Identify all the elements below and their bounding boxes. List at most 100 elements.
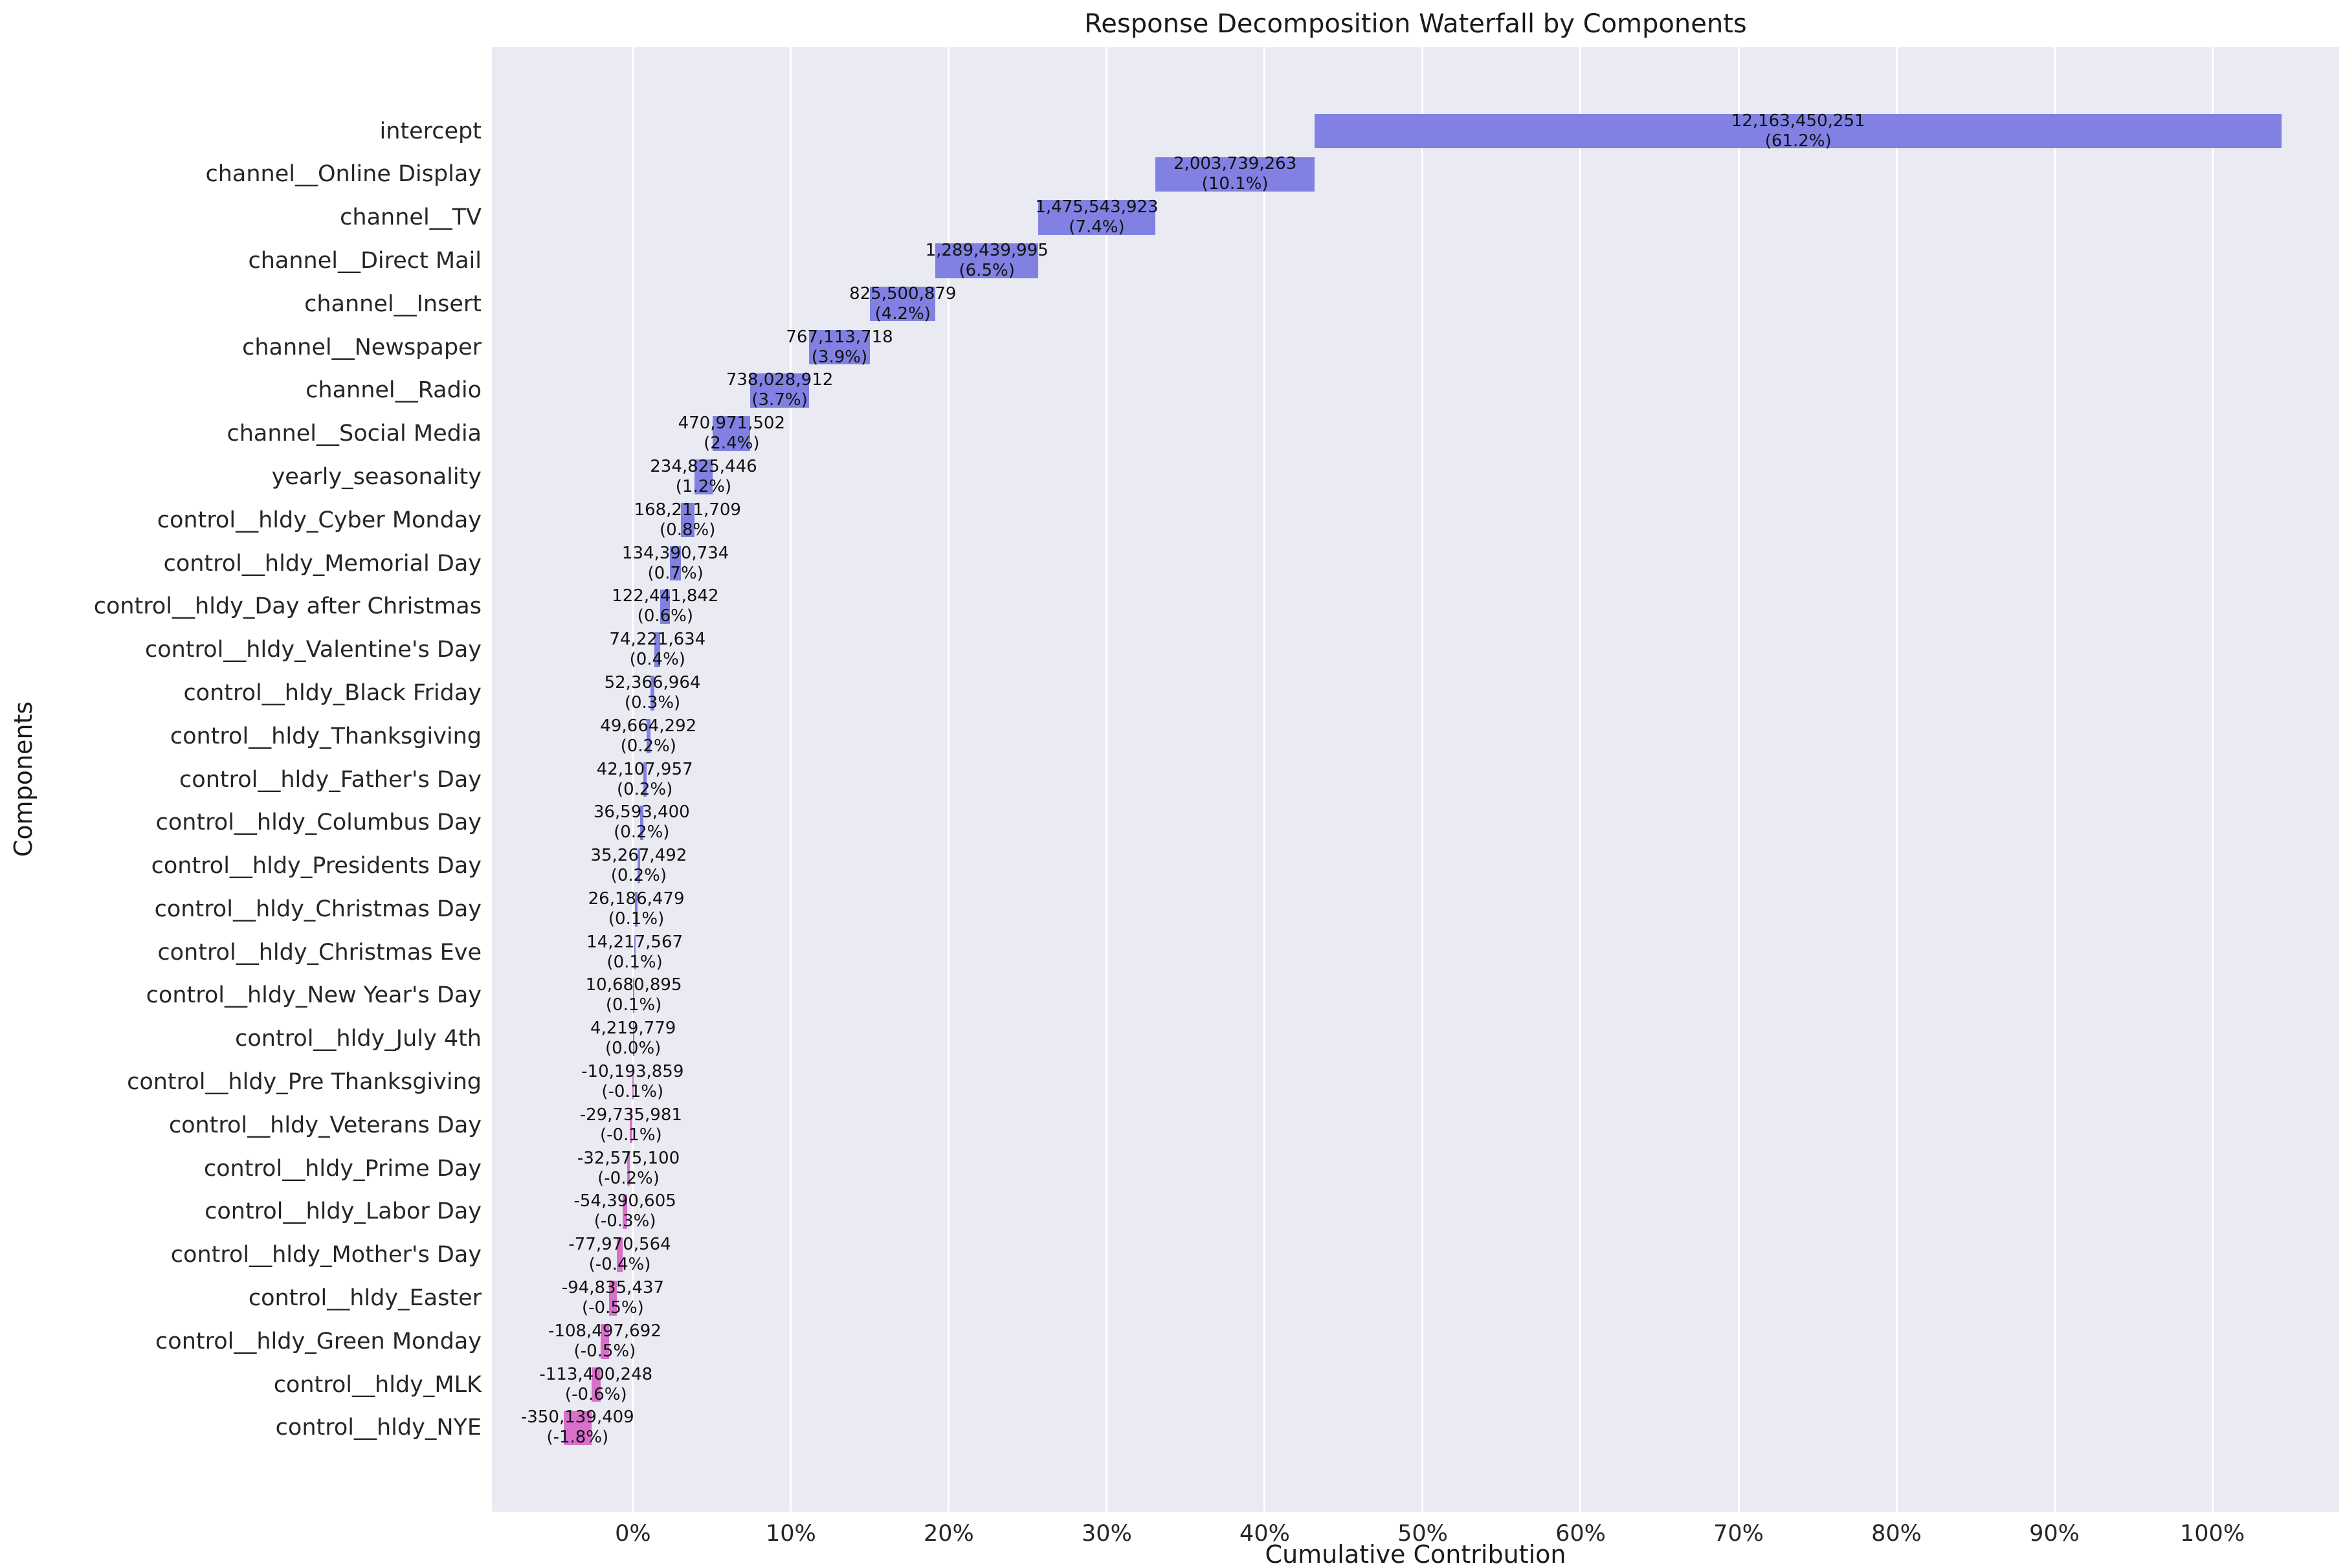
bar-value-text: 26,186,479 [588,889,685,909]
gridline [1263,47,1266,1512]
bar-value-text: -108,497,692 [548,1321,661,1341]
bar-value-label: -113,400,248 (-0.6%) [539,1365,652,1405]
bar-value-text: 1,289,439,995 [925,240,1049,260]
waterfall-bar [600,1324,610,1359]
waterfall-bar [623,1194,627,1230]
y-tick-label: control__hldy_July 4th [235,1026,482,1052]
bar-value-label: 4,219,779 (0.0%) [590,1019,676,1059]
bar-percent-text: (-0.3%) [594,1211,656,1231]
bar-value-label: 42,107,957 (0.2%) [597,760,693,800]
bar-value-label: 26,186,479 (0.1%) [588,889,685,929]
bar-percent-text: (0.2%) [614,823,670,843]
waterfall-bar [609,1281,617,1316]
y-tick-label: control__hldy_Christmas Day [154,896,482,922]
y-tick-label: channel__Direct Mail [248,247,482,274]
waterfall-bar [680,503,695,538]
bar-value-text: 52,366,964 [604,672,701,692]
waterfall-bar [1315,113,2282,149]
bar-value-text: -54,390,605 [573,1191,676,1211]
gridline [2053,47,2056,1512]
bar-percent-text: (2.4%) [704,434,760,454]
y-tick-label: channel__Social Media [227,421,482,447]
y-tick-label: channel__TV [340,204,482,231]
y-tick-label: control__hldy_Father's Day [179,766,482,793]
bar-value-label: 134,390,734 (0.7%) [622,544,729,584]
bar-value-label: -10,193,859 (-0.1%) [581,1062,683,1102]
y-tick-label: control__hldy_Veterans Day [168,1112,482,1138]
x-tick-label: 100% [2180,1521,2245,1547]
bar-value-label: -108,497,692 (-0.5%) [548,1321,661,1362]
x-tick-label: 60% [1555,1521,1606,1547]
y-tick-label: control__hldy_Labor Day [205,1198,482,1225]
waterfall-bar [870,287,936,322]
bar-value-text: 4,219,779 [590,1019,676,1039]
waterfall-bar [1038,200,1156,235]
gridline [1106,47,1108,1512]
waterfall-bar [637,848,641,883]
bar-value-text: 12,163,450,251 [1731,111,1865,131]
bar-percent-text: (-0.5%) [573,1341,636,1361]
x-tick-label: 20% [924,1521,974,1547]
bar-percent-text: (0.1%) [605,995,662,1015]
y-tick-label: channel__Online Display [205,161,482,188]
waterfall-bar [627,1151,630,1186]
bar-value-text: 35,267,492 [590,846,687,866]
bar-value-text: -113,400,248 [539,1364,653,1384]
bar-percent-text: (-0.4%) [588,1255,651,1275]
bar-value-label: 1,475,543,923 (7.4%) [1035,197,1158,237]
waterfall-bar [634,934,636,970]
bar-percent-text: (0.4%) [629,650,685,670]
y-tick-label: control__hldy_Presidents Day [151,853,482,879]
y-tick-label: control__hldy_Pre Thanksgiving [127,1069,482,1096]
bar-percent-text: (-0.1%) [599,1125,662,1145]
bar-value-text: 49,664,292 [600,716,697,736]
bar-percent-text: (0.2%) [610,866,667,886]
gridline [1421,47,1424,1512]
gridline [948,47,950,1512]
bar-value-text: 42,107,957 [596,759,693,779]
y-tick-label: control__hldy_Green Monday [155,1328,482,1354]
bar-value-text: 168,211,709 [634,500,741,520]
bar-percent-text: (7.4%) [1069,217,1125,237]
bar-value-text: 738,028,912 [726,370,834,390]
bar-value-label: 52,366,964 (0.3%) [605,673,701,713]
bar-value-text: -350,139,409 [520,1408,634,1428]
gridline [1895,47,1898,1512]
bar-value-label: 1,289,439,995 (6.5%) [926,241,1049,281]
bar-value-label: 234,825,446 (1.2%) [650,457,757,497]
bar-percent-text: (0.0%) [605,1039,661,1059]
bar-value-text: -29,735,981 [579,1105,682,1125]
chart-title: Response Decomposition Waterfall by Comp… [1084,9,1747,39]
waterfall-bar [635,892,638,927]
bar-percent-text: (-1.8%) [546,1428,609,1448]
waterfall-bar [643,762,647,797]
bar-percent-text: (0.1%) [606,952,663,972]
bar-value-label: 74,221,634 (0.4%) [609,630,706,670]
waterfall-bar [616,1237,623,1272]
waterfall-bar [1155,157,1315,192]
x-tick-label: 70% [1713,1521,1764,1547]
y-tick-label: control__hldy_New Year's Day [146,982,482,1009]
bar-percent-text: (0.2%) [620,736,676,756]
bar-percent-text: (-0.1%) [601,1082,664,1102]
bar-value-text: 1,475,543,923 [1035,197,1159,217]
waterfall-bar [632,1065,634,1099]
bar-value-label: -32,575,100 (-0.2%) [577,1149,680,1189]
bar-percent-text: (0.7%) [647,563,704,583]
bar-value-text: 234,825,446 [650,456,757,476]
waterfall-bar [694,459,713,494]
bar-value-label: -29,735,981 (-0.1%) [580,1105,682,1145]
waterfall-bar [563,1410,592,1446]
bar-value-text: 74,221,634 [609,630,706,650]
waterfall-bar [713,416,751,451]
waterfall-bar [630,1108,632,1143]
y-tick-label: control__hldy_Day after Christmas [93,593,482,620]
bar-value-label: 2,003,739,263 (10.1%) [1173,154,1296,194]
bar-percent-text: (0.3%) [624,692,681,712]
bar-percent-text: (0.2%) [616,779,673,799]
gridline [1579,47,1582,1512]
bar-value-text: 767,113,718 [786,327,893,347]
y-tick-label: control__hldy_Christmas Eve [157,939,482,966]
bar-value-label: 767,113,718 (3.9%) [786,327,893,368]
